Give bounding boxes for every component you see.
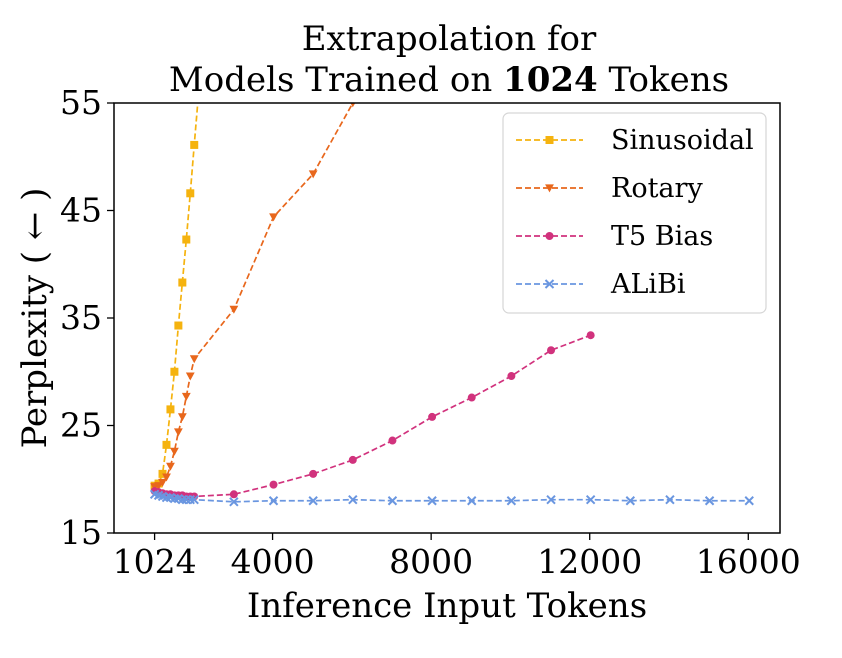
- data-point-alibi: [704, 496, 715, 506]
- data-point-rotary: [189, 355, 199, 364]
- legend-label-t5-bias: T5 Bias: [611, 221, 713, 252]
- data-point-t5-bias: [229, 490, 238, 499]
- data-point-t5-bias: [309, 469, 318, 478]
- data-point-rotary: [229, 305, 239, 314]
- data-point-sinusoidal: [178, 278, 187, 287]
- legend-marker-rotary: [545, 184, 554, 193]
- data-point-rotary: [308, 170, 318, 179]
- data-point-rotary: [181, 392, 191, 401]
- legend-label-sinusoidal: Sinusoidal: [611, 125, 754, 156]
- y-tick-label: 35: [60, 298, 102, 337]
- data-point-rotary: [269, 213, 278, 222]
- data-point-t5-bias: [428, 412, 437, 421]
- x-tick-label: 16000: [696, 542, 801, 581]
- x-tick-label: 12000: [537, 542, 642, 581]
- x-axis-label: Inference Input Tokens: [247, 586, 647, 626]
- x-tick-label: 8000: [389, 542, 473, 581]
- data-point-alibi: [625, 496, 636, 506]
- x-tick-label: 1024: [113, 542, 197, 581]
- series-line-sinusoidal: [154, 103, 199, 487]
- series-line-t5-bias: [154, 334, 591, 498]
- y-tick-label: 45: [60, 191, 102, 230]
- data-point-sinusoidal: [170, 367, 179, 376]
- data-point-sinusoidal: [186, 189, 195, 198]
- data-point-rotary: [162, 473, 171, 482]
- data-point-sinusoidal: [166, 405, 175, 414]
- data-point-alibi: [585, 494, 596, 505]
- data-point-t5-bias: [547, 346, 556, 355]
- legend-label-rotary: Rotary: [611, 173, 703, 204]
- legend-item-alibi: ALiBi: [516, 269, 686, 300]
- legend-marker-alibi: [544, 279, 555, 289]
- data-point-rotary: [170, 447, 179, 456]
- series-line-rotary: [154, 103, 354, 488]
- data-point-t5-bias: [467, 393, 476, 402]
- y-tick-label: 15: [60, 513, 102, 552]
- data-point-t5-bias: [269, 480, 278, 489]
- data-point-t5-bias: [507, 372, 516, 381]
- series-alibi: [149, 489, 754, 507]
- chart-title-line1: Extrapolation for: [302, 19, 597, 59]
- legend-marker-sinusoidal: [545, 136, 554, 144]
- chart-title-line2-bold: 1024: [503, 60, 598, 100]
- y-tick-label: 55: [60, 83, 102, 122]
- legend-label-alibi: ALiBi: [610, 269, 686, 300]
- series-t5-bias: [150, 331, 595, 501]
- chart-title-line2-prefix: Models Trained on: [169, 60, 503, 100]
- data-point-sinusoidal: [198, 24, 206, 32]
- data-point-alibi: [506, 496, 517, 506]
- legend-marker-t5-bias: [545, 232, 554, 240]
- data-point-alibi: [189, 494, 199, 505]
- data-point-sinusoidal: [182, 235, 191, 244]
- series-line-alibi: [154, 493, 750, 503]
- data-point-rotary: [154, 482, 163, 491]
- data-point-alibi: [308, 496, 318, 506]
- data-point-alibi: [348, 494, 358, 505]
- data-point-rotary: [158, 478, 167, 487]
- data-point-alibi: [744, 496, 754, 506]
- chart-title-line2: Models Trained on 1024 Tokens: [169, 60, 729, 100]
- data-point-rotary: [173, 428, 183, 437]
- data-point-sinusoidal: [162, 440, 171, 449]
- data-point-alibi: [427, 496, 437, 506]
- data-point-t5-bias: [586, 331, 595, 340]
- legend-item-t5-bias: T5 Bias: [516, 221, 713, 252]
- data-point-alibi: [665, 494, 675, 505]
- data-point-rotary: [185, 372, 195, 381]
- series-layer: [149, 24, 754, 507]
- legend: Sinusoidal Rotary T5 Bias ALiBi: [502, 112, 767, 314]
- data-point-rotary: [350, 103, 356, 108]
- chart-title-line2-suffix: Tokens: [598, 60, 729, 100]
- legend-box: [502, 112, 767, 314]
- data-point-t5-bias: [388, 436, 397, 445]
- data-point-sinusoidal: [190, 140, 199, 149]
- data-point-alibi: [546, 494, 556, 505]
- y-axis-label: Perplexity ( ← ): [15, 188, 55, 449]
- data-point-sinusoidal: [174, 321, 183, 330]
- y-tick-label: 25: [60, 406, 102, 445]
- data-point-alibi: [229, 497, 239, 507]
- data-point-rotary: [166, 462, 175, 471]
- axis-ticks: 1024 4000 8000 12000 16000 15 25 35 45 55: [60, 83, 801, 581]
- plot-frame: [113, 102, 781, 534]
- data-point-alibi: [268, 496, 279, 506]
- data-point-alibi: [387, 496, 398, 506]
- data-point-alibi: [467, 496, 477, 506]
- data-point-t5-bias: [348, 455, 357, 464]
- data-point-rotary: [177, 413, 187, 422]
- legend-item-rotary: Rotary: [516, 173, 703, 204]
- legend-item-sinusoidal: Sinusoidal: [516, 125, 754, 156]
- x-tick-label: 4000: [231, 542, 315, 581]
